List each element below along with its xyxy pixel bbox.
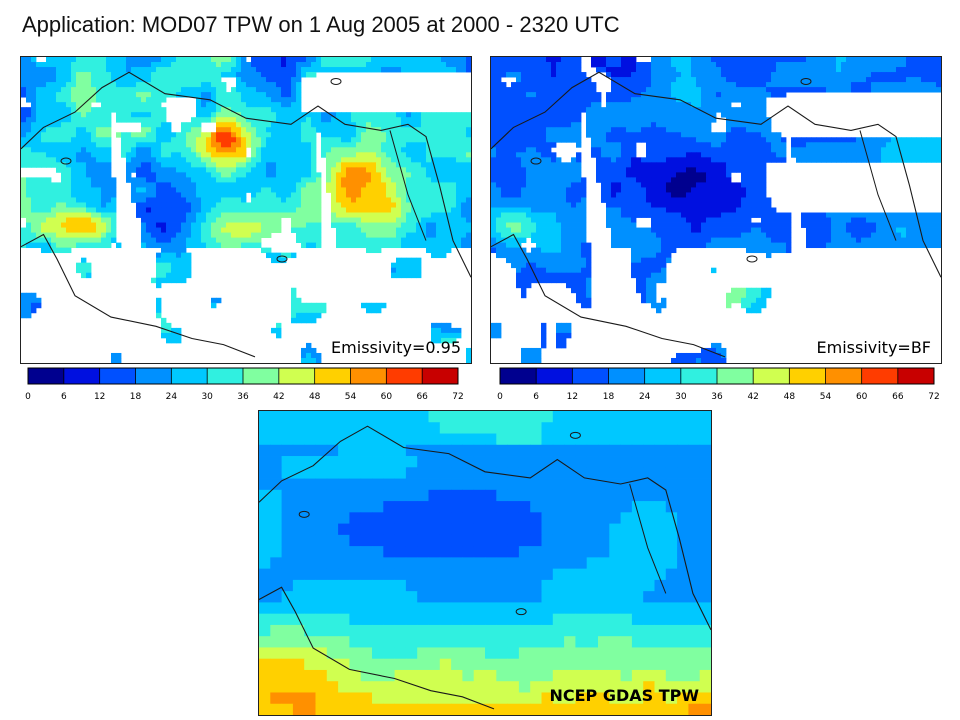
lake-outline: [515, 608, 527, 616]
coastline: [21, 71, 471, 278]
tpw-field: [259, 411, 711, 715]
colorbar-swatch: [500, 368, 537, 384]
slide-title: Application: MOD07 TPW on 1 Aug 2005 at …: [22, 12, 620, 37]
ncep-gdas-tpw-map: NCEP GDAS TPW: [258, 410, 712, 716]
colorbar-swatch: [422, 368, 459, 384]
coastline: [491, 71, 941, 278]
map-label-emissivity-095: Emissivity=0.95: [331, 338, 461, 357]
map-label-ncep-gdas: NCEP GDAS TPW: [549, 686, 699, 705]
colorbar-tick-label: 36: [237, 392, 249, 402]
lake-outline: [298, 510, 310, 518]
colorbar-tick-label: 6: [61, 392, 67, 402]
colorbar-tick-label: 6: [533, 392, 539, 402]
colorbar-tick-label: 18: [603, 392, 615, 402]
colorbar-tick-label: 42: [747, 392, 758, 402]
colorbar-tick-label: 66: [892, 392, 904, 402]
tpw-field: [21, 57, 471, 363]
colorbar-tick-label: 36: [711, 392, 723, 402]
tpw-map-emissivity-095: Emissivity=0.95: [20, 56, 472, 364]
colorbar-swatch: [680, 368, 718, 384]
colorbar-tick-label: 48: [309, 392, 321, 402]
lake-outline: [276, 255, 288, 263]
colorbar-swatch: [536, 368, 573, 384]
colorbar-swatch: [28, 368, 65, 384]
colorbar-swatch: [99, 368, 136, 384]
nile-outline: [389, 130, 427, 241]
colorbar-tick-label: 0: [497, 392, 503, 402]
colorbar-tick-label: 48: [784, 392, 796, 402]
lake-outline: [60, 157, 72, 165]
colorbar-swatch: [644, 368, 682, 384]
colorbar-tick-label: 24: [166, 392, 178, 402]
coastline: [259, 425, 711, 631]
lake-outline: [746, 255, 758, 263]
colorbar-tick-label: 54: [345, 392, 357, 402]
colorbar-tick-label: 0: [25, 392, 31, 402]
colorbar-left-graphic: 0 6 12 18 24 30 36 42 48 54 60 66 72: [25, 367, 464, 402]
coastline-south: [259, 586, 495, 710]
colorbar-tick-label: 60: [381, 392, 393, 402]
lake-outline: [569, 431, 581, 439]
map-label-emissivity-bf: Emissivity=BF: [816, 338, 932, 357]
tpw-map-emissivity-bf: Emissivity=BF: [490, 56, 942, 364]
colorbar-tick-label: 54: [820, 392, 832, 402]
colorbar-left: 0 6 12 18 24 30 36 42 48 54 60 66 72: [22, 367, 464, 404]
colorbar-swatch: [789, 368, 826, 384]
tpw-field: [491, 57, 941, 363]
colorbar-swatch: [243, 368, 280, 384]
colorbar-swatch: [135, 368, 172, 384]
lake-outline: [330, 77, 342, 85]
nile-outline: [859, 130, 897, 241]
lake-outline: [530, 157, 542, 165]
colorbar-right-graphic: 0 6 12 18 24 30 36 42 48 54 60 66 72: [497, 367, 940, 402]
colorbar-swatch: [825, 368, 863, 384]
colorbar-swatch: [207, 368, 244, 384]
colorbar-swatch: [171, 368, 208, 384]
ncep-map-image: [259, 411, 711, 715]
colorbar-swatch: [386, 368, 423, 384]
colorbar-swatch: [861, 368, 899, 384]
colorbar-swatch: [350, 368, 387, 384]
tpw-map-right-image: [491, 57, 941, 363]
nile-outline: [629, 483, 667, 594]
colorbar-swatch: [608, 368, 646, 384]
colorbar-tick-label: 72: [928, 392, 939, 402]
tpw-map-left-image: [21, 57, 471, 363]
colorbar-tick-label: 66: [416, 392, 428, 402]
colorbar-swatch: [572, 368, 609, 384]
colorbar-swatch: [278, 368, 316, 384]
colorbar-tick-label: 42: [273, 392, 284, 402]
colorbar-swatch: [753, 368, 790, 384]
colorbar-tick-label: 24: [639, 392, 651, 402]
colorbar-tick-label: 12: [567, 392, 578, 402]
colorbar-tick-label: 72: [452, 392, 463, 402]
lake-outline: [800, 77, 812, 85]
colorbar-tick-label: 18: [130, 392, 142, 402]
colorbar-swatch: [717, 368, 754, 384]
colorbar-swatch: [63, 368, 101, 384]
colorbar-tick-label: 60: [856, 392, 868, 402]
colorbar-tick-label: 12: [94, 392, 105, 402]
colorbar-swatch: [314, 368, 351, 384]
colorbar-right: 0 6 12 18 24 30 36 42 48 54 60 66 72: [496, 367, 940, 404]
coastline-south: [491, 233, 726, 358]
colorbar-tick-label: 30: [201, 392, 213, 402]
coastline-south: [21, 233, 256, 358]
colorbar-swatch: [897, 368, 935, 384]
colorbar-tick-label: 30: [675, 392, 687, 402]
